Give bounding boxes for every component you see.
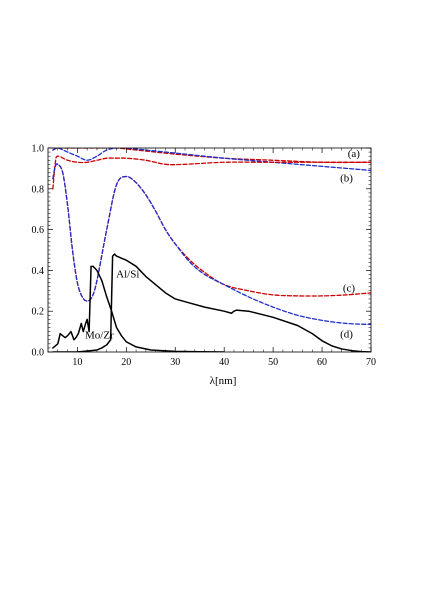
annotation-label: (c) xyxy=(343,283,356,295)
plot-frame xyxy=(47,147,372,353)
y-tick-label: 1.0 xyxy=(32,144,45,155)
x-tick-label: 30 xyxy=(170,357,180,368)
x-tick-label: 20 xyxy=(121,357,131,368)
annotation-label: (b) xyxy=(340,173,353,185)
series-line-a-0 xyxy=(52,148,371,164)
series-line-d-4 xyxy=(52,163,371,326)
y-tick-label: 0.0 xyxy=(32,348,45,359)
series-line-mozr-5 xyxy=(52,265,225,352)
series-line-b-2 xyxy=(52,155,371,190)
y-tick-label: 0.4 xyxy=(32,266,45,277)
annotation-label: (d) xyxy=(340,329,353,341)
x-tick-label: 60 xyxy=(317,357,327,368)
series-line-a-1 xyxy=(52,148,371,172)
series-line-c-3 xyxy=(52,163,371,302)
x-axis-label: λ[nm] xyxy=(210,375,237,387)
axes-layer: 10 20 30 40 50 60 70 0.0 0.2 0.4 0.6 0.8 1.0 xyxy=(32,144,377,369)
y-tick-label: 0.6 xyxy=(32,225,45,236)
series-layer xyxy=(52,148,371,352)
y-tick-label: 0.8 xyxy=(32,184,45,195)
annotation-label: (a) xyxy=(348,148,361,160)
annotation-label: Mo/Zr xyxy=(85,330,114,342)
annotation-layer: (a) (b) (c) (d) Al/Si Mo/Zr xyxy=(85,148,360,342)
x-tick-label: 40 xyxy=(219,357,229,368)
series-line-alsi-6 xyxy=(52,253,371,352)
x-tick-label: 70 xyxy=(366,357,376,368)
x-tick-label: 50 xyxy=(268,357,278,368)
annotation-label: Al/Si xyxy=(116,268,139,280)
x-tick-label: 10 xyxy=(72,357,82,368)
y-tick-label: 0.2 xyxy=(32,307,45,318)
